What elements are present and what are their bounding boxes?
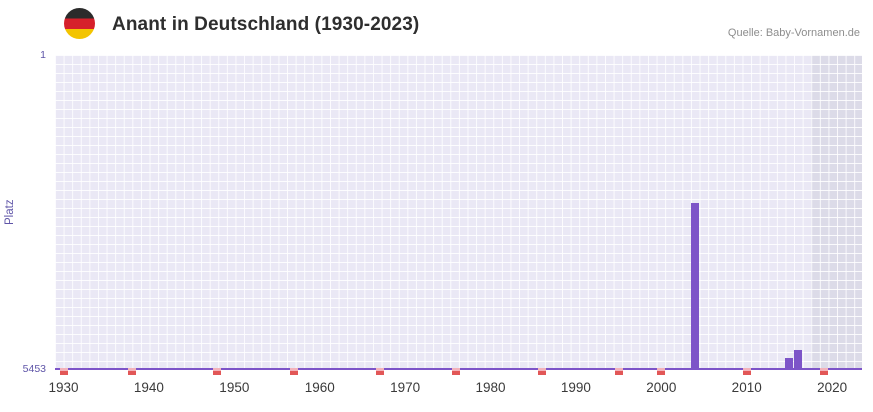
x-tick-label: 1990 [560,380,591,395]
y-tick-bottom: 5453 [22,363,46,375]
grid-overlay [55,55,862,370]
red-axis-marker [452,368,461,375]
red-axis-marker [127,368,136,375]
x-tick-label: 1970 [390,380,421,395]
x-tick-label: 1950 [219,380,250,395]
x-tick-label: 2010 [731,380,762,395]
x-tick-label: 1960 [304,380,335,395]
red-axis-marker [537,368,546,375]
plot-area [55,55,862,375]
x-axis: 1930 1940 1950 1960 1970 1980 1990 2000 2010 2020 [49,380,862,400]
red-axis-marker [375,368,384,375]
rank-bar[interactable] [691,202,700,370]
x-tick-label: 1930 [48,380,79,395]
page-title: Anant in Deutschland (1930-2023) [112,14,420,35]
x-tick-label: 2000 [646,380,677,395]
red-axis-marker [819,368,828,375]
source-credit: Quelle: Baby-Vornamen.de [727,27,860,39]
x-tick-label: 1940 [133,380,164,395]
x-tick-label: 2020 [817,380,848,395]
red-axis-marker [59,368,68,375]
red-axis-marker [213,368,222,375]
red-axis-marker [742,368,751,375]
german-flag-icon [64,8,95,39]
red-axis-marker [657,368,666,375]
highlight-band [810,55,862,370]
y-tick-top: 1 [40,49,46,61]
x-tick-label: 1980 [475,380,506,395]
red-axis-marker [290,368,299,375]
y-axis-title: Platz [4,199,16,226]
red-axis-marker [614,368,623,375]
